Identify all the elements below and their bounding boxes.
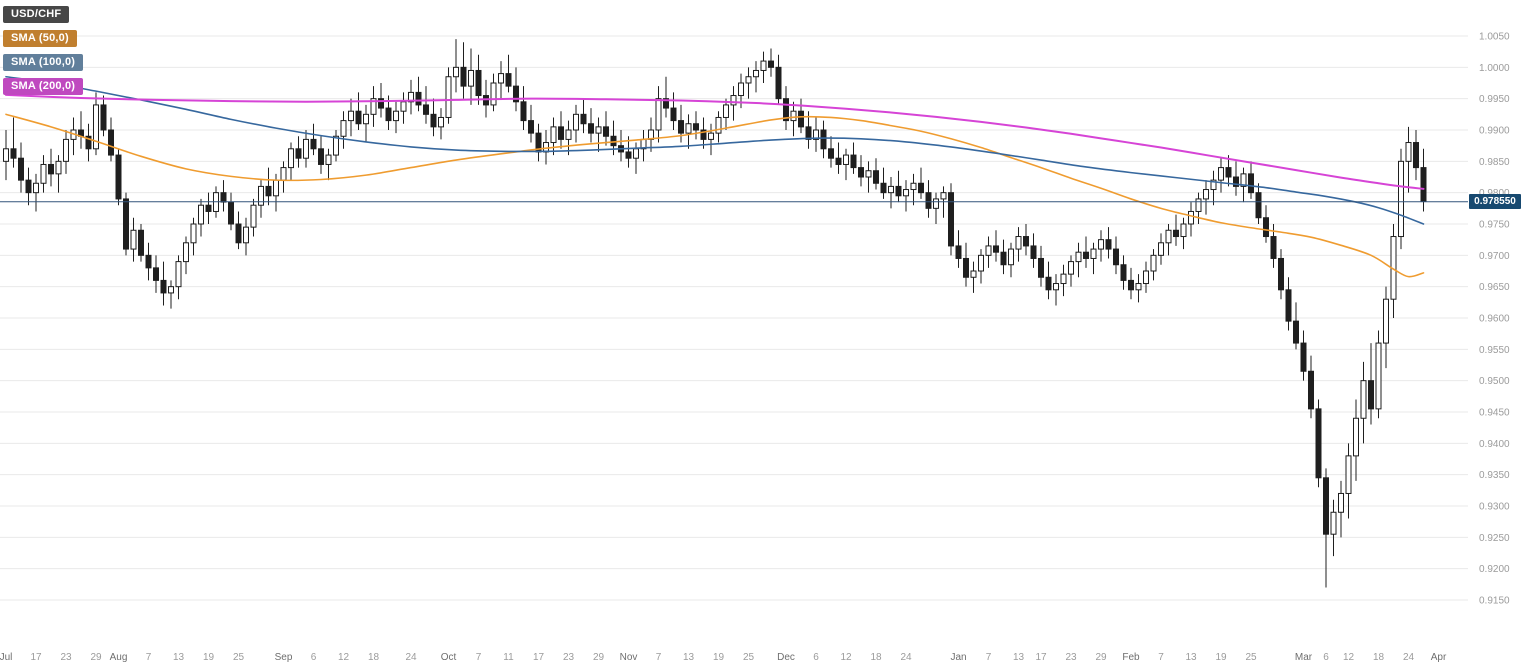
x-axis[interactable]: Jul 17 23 29 Aug 7 13 19 25 Sep 6 12 18 24 Oct 7 11 17 23 2…: [0, 652, 1447, 663]
current-price-label: 0.978550: [1469, 194, 1521, 210]
y-axis-tick-label: 0.9250: [1479, 533, 1510, 544]
y-axis-tick-label: 0.9350: [1479, 470, 1510, 481]
y-axis-tick-label: 0.9650: [1479, 282, 1510, 293]
y-axis-tick-label: 0.9500: [1479, 376, 1510, 387]
x-axis-tick-label: 18: [870, 652, 882, 663]
y-axis-tick-label: 0.9550: [1479, 345, 1510, 356]
x-axis-tick-label: 19: [1215, 652, 1227, 663]
x-axis-tick-label: 24: [1403, 652, 1415, 663]
y-axis-tick-label: 0.9700: [1479, 251, 1510, 262]
y-axis-tick-label: 0.9200: [1479, 564, 1510, 575]
x-axis-tick-label: 7: [1158, 652, 1164, 663]
x-axis-tick-label: 7: [146, 652, 152, 663]
x-axis-tick-label: 29: [1095, 652, 1107, 663]
x-axis-tick-label: 24: [405, 652, 417, 663]
x-axis-tick-label: Nov: [620, 652, 638, 663]
x-axis-tick-label: 29: [90, 652, 102, 663]
x-axis-tick-label: 12: [840, 652, 852, 663]
legend-sma50-badge[interactable]: SMA (50,0): [3, 30, 77, 47]
y-axis-tick-label: 0.9950: [1479, 94, 1510, 105]
x-axis-tick-label: 19: [203, 652, 215, 663]
chart-legend: USD/CHF SMA (50,0) SMA (100,0) SMA (200,…: [3, 6, 84, 95]
x-axis-tick-label: 29: [593, 652, 605, 663]
x-axis-tick-label: Jan: [950, 652, 966, 663]
x-axis-tick-label: 13: [1185, 652, 1197, 663]
y-axis-tick-label: 0.9900: [1479, 126, 1510, 137]
legend-sma200-badge[interactable]: SMA (200,0): [3, 78, 84, 95]
x-axis-tick-label: 17: [30, 652, 42, 663]
x-axis-tick-label: 18: [368, 652, 380, 663]
x-axis-tick-label: Dec: [777, 652, 795, 663]
x-axis-tick-label: 12: [338, 652, 350, 663]
x-axis-tick-label: 7: [986, 652, 992, 663]
x-axis-tick-label: 24: [900, 652, 912, 663]
x-axis-tick-label: 25: [1245, 652, 1257, 663]
x-axis-tick-label: 19: [713, 652, 725, 663]
x-axis-tick-label: 13: [683, 652, 695, 663]
x-axis-tick-label: 13: [173, 652, 185, 663]
x-axis-tick-label: 17: [533, 652, 545, 663]
y-axis-tick-label: 0.9150: [1479, 596, 1510, 607]
x-axis-tick-label: Apr: [1431, 652, 1447, 663]
x-axis-tick-label: 6: [311, 652, 317, 663]
candlestick-layer: [3, 39, 1427, 588]
legend-symbol-badge[interactable]: USD/CHF: [3, 6, 70, 23]
x-axis-tick-label: 11: [503, 652, 514, 663]
x-axis-tick-label: 6: [1323, 652, 1329, 663]
x-axis-tick-label: 17: [1035, 652, 1047, 663]
x-axis-tick-label: 25: [233, 652, 245, 663]
x-axis-tick-label: 12: [1343, 652, 1355, 663]
x-axis-tick-label: 6: [813, 652, 819, 663]
y-axis-tick-label: 0.9800: [1479, 188, 1510, 199]
y-axis-tick-label: 0.9850: [1479, 157, 1510, 168]
x-axis-tick-label: Feb: [1122, 652, 1140, 663]
y-axis-tick-label: 0.9300: [1479, 502, 1510, 513]
y-axis-tick-label: 0.9400: [1479, 439, 1510, 450]
x-axis-tick-label: 23: [563, 652, 575, 663]
x-axis-tick-label: 18: [1373, 652, 1385, 663]
sma-line-1: [5, 75, 1425, 225]
x-axis-tick-label: 7: [656, 652, 662, 663]
sma-line-2: [5, 93, 1425, 190]
x-axis-tick-label: Oct: [441, 652, 457, 663]
x-axis-tick-label: Jul: [0, 652, 12, 663]
x-axis-tick-label: 13: [1013, 652, 1025, 663]
legend-sma100-badge[interactable]: SMA (100,0): [3, 54, 84, 71]
y-axis-tick-label: 1.0050: [1479, 32, 1510, 43]
x-axis-tick-label: Aug: [110, 652, 128, 663]
y-axis-tick-label: 0.9600: [1479, 314, 1510, 325]
x-axis-tick-label: Mar: [1295, 652, 1313, 663]
x-axis-tick-label: 23: [1065, 652, 1077, 663]
y-axis-tick-label: 0.9750: [1479, 220, 1510, 231]
sma-line-0: [5, 113, 1425, 278]
grid-layer: [0, 35, 1468, 601]
x-axis-tick-label: Sep: [275, 652, 293, 663]
y-axis[interactable]: 1.0050 1.0000 0.9950 0.9900 0.9850 0.9800 0.97…: [1479, 32, 1510, 607]
x-axis-tick-label: 25: [743, 652, 755, 663]
x-axis-tick-label: 7: [476, 652, 482, 663]
y-axis-tick-label: 0.9450: [1479, 408, 1510, 419]
x-axis-tick-label: 23: [60, 652, 72, 663]
y-axis-tick-label: 1.0000: [1479, 63, 1510, 74]
